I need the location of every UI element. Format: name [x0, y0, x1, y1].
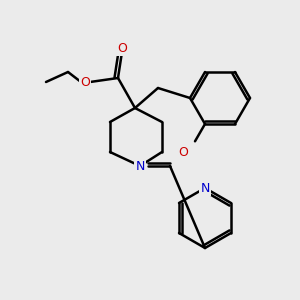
Text: O: O [117, 41, 127, 55]
Text: O: O [80, 76, 90, 88]
Text: N: N [135, 160, 145, 172]
Text: O: O [178, 146, 188, 158]
Text: N: N [200, 182, 210, 194]
